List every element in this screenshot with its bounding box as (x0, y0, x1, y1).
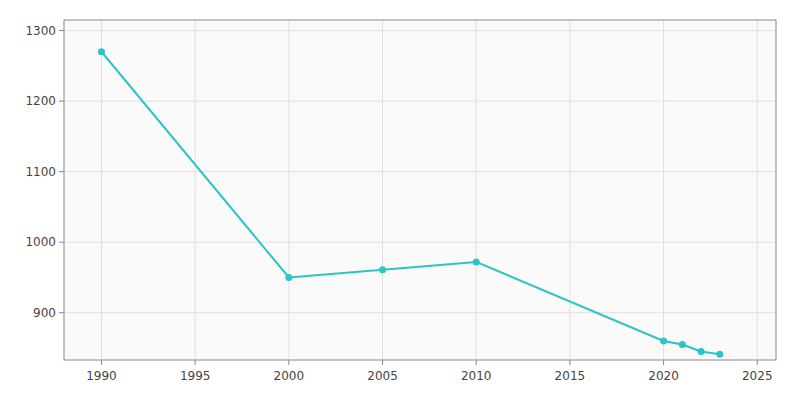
x-tick (663, 360, 664, 365)
x-tick (476, 360, 477, 365)
x-grid-line (382, 20, 383, 360)
x-tick (569, 360, 570, 365)
point (379, 266, 386, 273)
line (101, 52, 719, 355)
x-grid-line (663, 20, 664, 360)
chart-container: 1990 1995 2000 2005 2010 2015 2020 2025 900 1000 1… (0, 0, 800, 400)
y-grid-line (64, 242, 776, 243)
x-tick-label: 2025 (742, 369, 773, 383)
y-tick-label: 900 (33, 306, 56, 320)
x-grid-line (757, 20, 758, 360)
x-grid-line (476, 20, 477, 360)
point (285, 274, 292, 281)
y-grid-line (64, 171, 776, 172)
point (716, 351, 723, 358)
chart-svg: 1990 1995 2000 2005 2010 2015 2020 2025 900 1000 1… (0, 0, 800, 400)
series (98, 48, 723, 358)
y-grid-line (64, 30, 776, 31)
plot-background (64, 20, 776, 360)
x-tick (195, 360, 196, 365)
x-tick-label: 2020 (648, 369, 679, 383)
point (679, 341, 686, 348)
y-grid-line (64, 101, 776, 102)
y-tick (59, 171, 64, 172)
x-tick (757, 360, 758, 365)
point (698, 348, 705, 355)
x-grid-line (288, 20, 289, 360)
x-tick-label: 1995 (180, 369, 211, 383)
x-tick-label: 1990 (86, 369, 117, 383)
x-tick (288, 360, 289, 365)
x-tick-label: 2015 (555, 369, 586, 383)
plot-frame (64, 20, 776, 360)
x-tick-label: 2000 (274, 369, 305, 383)
x-tick-label: 2010 (461, 369, 492, 383)
x-tick (382, 360, 383, 365)
x-tick (101, 360, 102, 365)
x-grid-line (101, 20, 102, 360)
x-grid-line (569, 20, 570, 360)
point (98, 48, 105, 55)
point (473, 258, 480, 265)
y-tick (59, 312, 64, 313)
grid (64, 20, 776, 360)
axes: 1990 1995 2000 2005 2010 2015 2020 2025 900 1000 1… (25, 24, 772, 383)
y-tick-label: 1100 (25, 165, 56, 179)
y-tick (59, 30, 64, 31)
y-tick-label: 1300 (25, 24, 56, 38)
x-grid-line (195, 20, 196, 360)
point (660, 337, 667, 344)
y-tick (59, 242, 64, 243)
y-tick-label: 1200 (25, 94, 56, 108)
x-tick-label: 2005 (367, 369, 398, 383)
y-grid-line (64, 312, 776, 313)
y-tick (59, 101, 64, 102)
y-tick-label: 1000 (25, 235, 56, 249)
